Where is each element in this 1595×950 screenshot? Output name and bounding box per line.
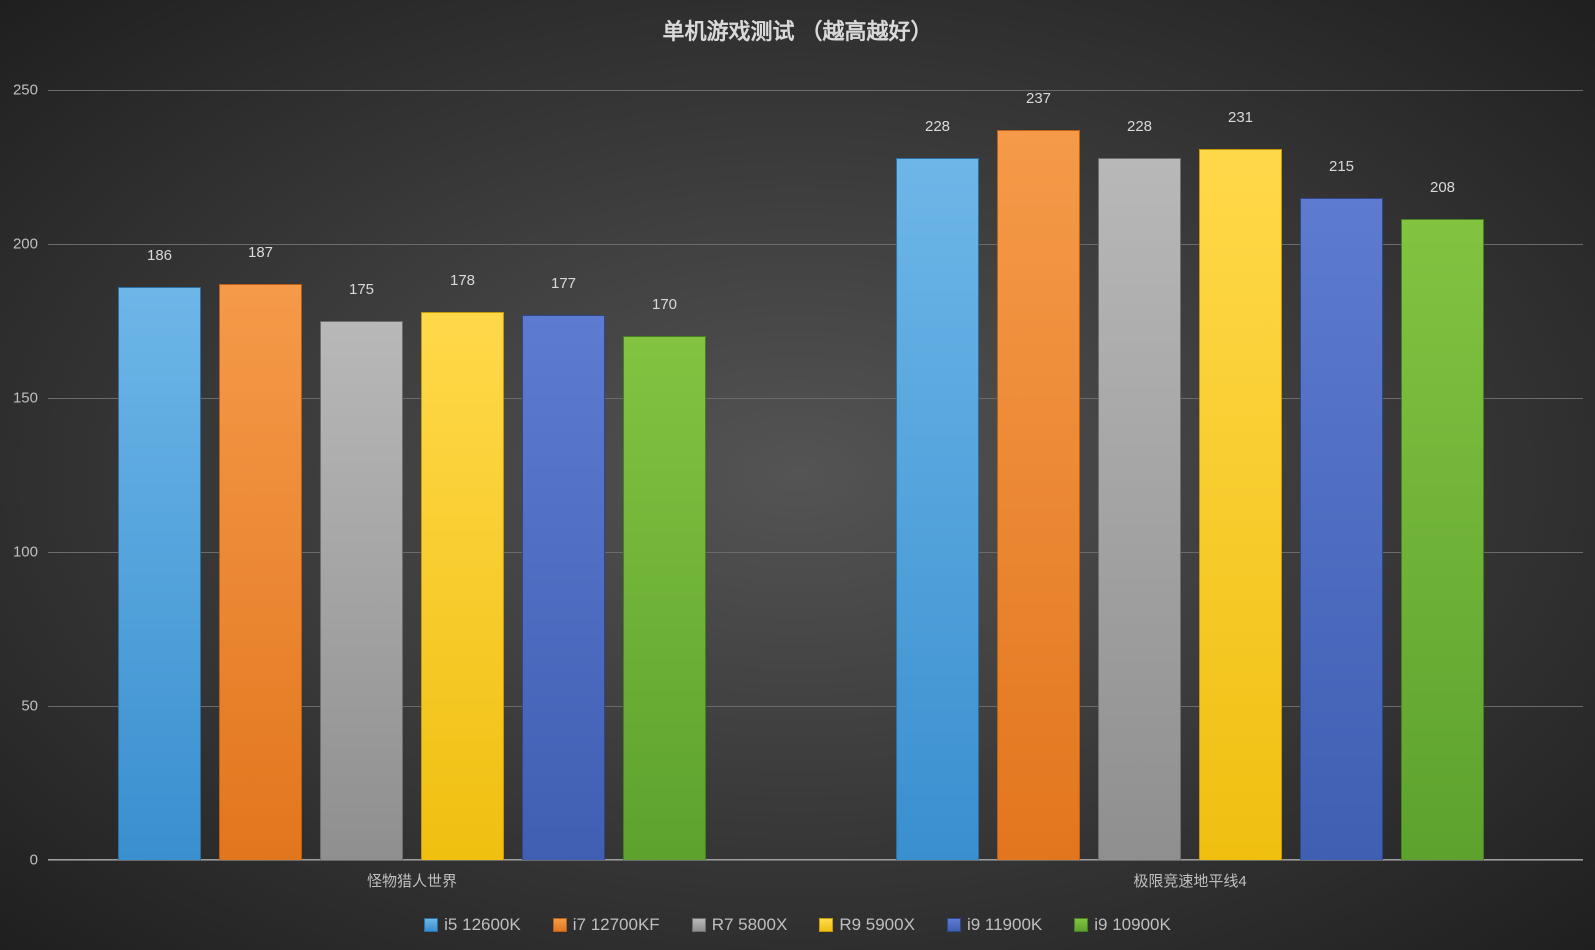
bar-value-label: 228	[1127, 118, 1152, 135]
legend-label: i5 12600K	[444, 915, 521, 935]
bar	[1098, 158, 1181, 860]
legend-item: i9 10900K	[1074, 915, 1171, 935]
legend-item: R7 5800X	[692, 915, 788, 935]
plot-area: 186 187 175 178 177 170 228 237 228 231 215 208	[48, 90, 1583, 860]
bar-value-label: 178	[450, 272, 475, 289]
bar	[421, 312, 504, 860]
y-tick-label: 150	[0, 390, 38, 407]
bar	[1300, 198, 1383, 860]
gridline	[48, 860, 1583, 861]
y-tick-label: 200	[0, 236, 38, 253]
gridline	[48, 90, 1583, 91]
bar	[522, 315, 605, 860]
bar	[219, 284, 302, 860]
bar	[623, 336, 706, 860]
bar-value-label: 187	[248, 244, 273, 261]
legend-label: i9 10900K	[1094, 915, 1171, 935]
bar-value-label: 175	[349, 281, 374, 298]
legend-label: R9 5900X	[839, 915, 915, 935]
bar	[320, 321, 403, 860]
bar-value-label: 170	[652, 296, 677, 313]
category-label: 怪物猎人世界	[367, 870, 457, 891]
bar	[118, 287, 201, 860]
legend-item: R9 5900X	[819, 915, 915, 935]
legend-swatch-icon	[947, 918, 961, 932]
legend-swatch-icon	[692, 918, 706, 932]
legend-label: i9 11900K	[967, 915, 1042, 935]
bar-value-label: 231	[1228, 109, 1253, 126]
bar	[997, 130, 1080, 860]
legend-label: R7 5800X	[712, 915, 788, 935]
bar-value-label: 208	[1430, 179, 1455, 196]
gaming-benchmark-chart: 单机游戏测试 （越高越好） 186 187 175 178 177 170 228 237 22…	[0, 0, 1595, 950]
y-tick-label: 50	[0, 698, 38, 715]
legend-swatch-icon	[553, 918, 567, 932]
bar-value-label: 228	[925, 118, 950, 135]
legend-swatch-icon	[1074, 918, 1088, 932]
bar	[896, 158, 979, 860]
category-label: 极限竞速地平线4	[1133, 870, 1246, 891]
legend-item: i9 11900K	[947, 915, 1042, 935]
legend-item: i7 12700KF	[553, 915, 660, 935]
bar	[1401, 219, 1484, 860]
y-tick-label: 100	[0, 544, 38, 561]
chart-title: 单机游戏测试 （越高越好）	[0, 14, 1595, 46]
bar-value-label: 177	[551, 275, 576, 292]
y-tick-label: 250	[0, 82, 38, 99]
legend-label: i7 12700KF	[573, 915, 660, 935]
bar-value-label: 186	[147, 247, 172, 264]
bar-value-label: 215	[1329, 158, 1354, 175]
y-tick-label: 0	[0, 852, 38, 869]
legend-swatch-icon	[424, 918, 438, 932]
legend: i5 12600K i7 12700KF R7 5800X R9 5900X i9 11…	[0, 915, 1595, 935]
legend-swatch-icon	[819, 918, 833, 932]
legend-item: i5 12600K	[424, 915, 521, 935]
bar-value-label: 237	[1026, 90, 1051, 107]
bar	[1199, 149, 1282, 860]
